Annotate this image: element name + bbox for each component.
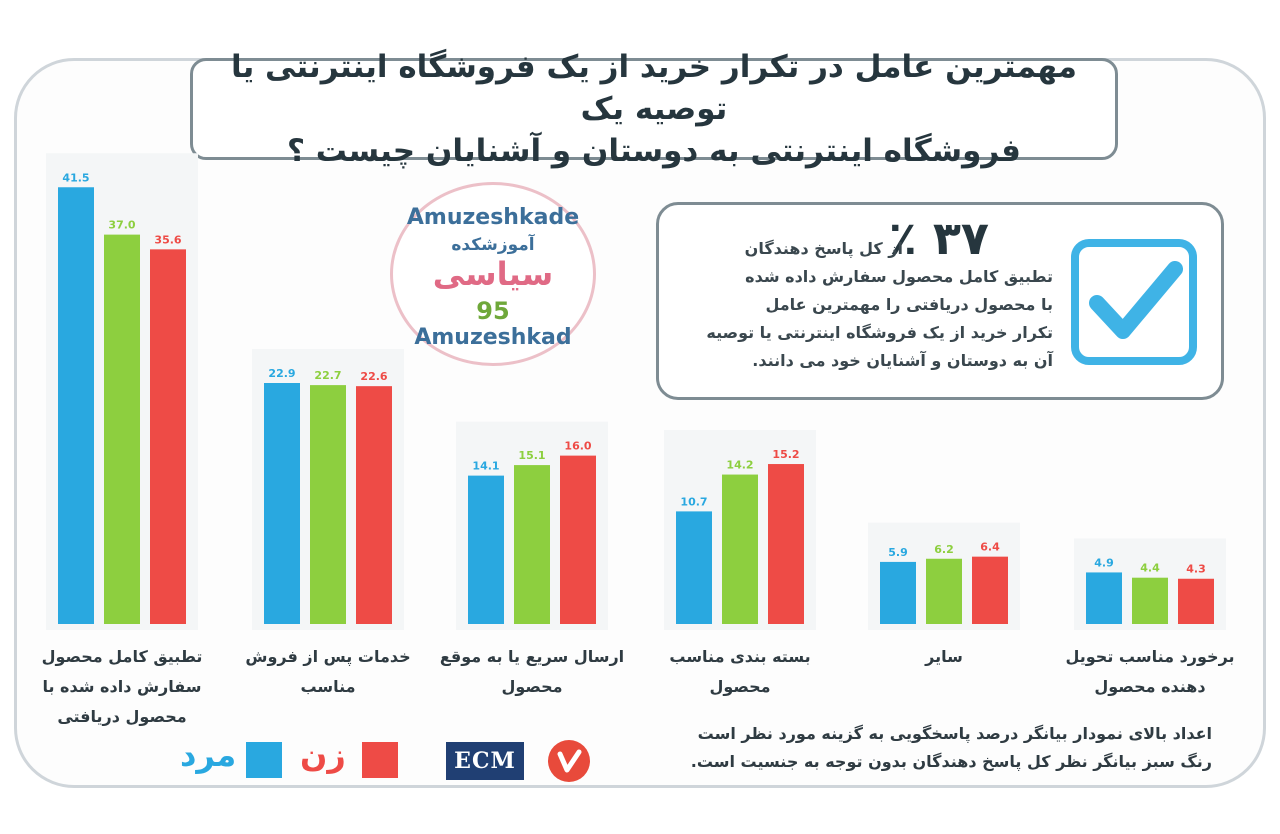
bar-value-label: 5.9	[888, 546, 908, 559]
category-label-line: سایر	[925, 647, 963, 666]
red-circle-logo-icon	[548, 740, 590, 782]
bar-value-label: 4.4	[1140, 562, 1160, 575]
bar	[356, 386, 392, 624]
bar	[1132, 577, 1168, 624]
bar-value-label: 14.2	[726, 459, 753, 472]
bar-value-label: 6.2	[934, 543, 954, 556]
bar	[1178, 578, 1214, 624]
bar	[1086, 572, 1122, 624]
category-label-line: محصول	[501, 677, 563, 696]
checkbox-check-icon	[1071, 239, 1197, 365]
footnote-line-1: اعداد بالای نمودار بیانگر درصد پاسخگویی …	[697, 724, 1212, 743]
watermark-seal: Amuzeshkade آموزشکده سیاسی 95 Amuzeshkad	[390, 182, 596, 366]
footnote-line-2: رنگ سبز بیانگر نظر کل پاسخ دهندگان بدون …	[690, 752, 1212, 771]
watermark-number: 95	[476, 297, 510, 325]
legend-label-female: زن	[300, 736, 346, 774]
category-label: بسته بندی مناسب محصول	[640, 642, 840, 702]
title-line-1: مهمترین عامل در تکرار خرید از یک فروشگاه…	[230, 49, 1078, 127]
bar-value-label: 16.0	[564, 440, 591, 453]
ecm-logo: ECM	[446, 742, 524, 780]
bar-value-label: 37.0	[108, 219, 135, 232]
bar	[722, 474, 758, 624]
watermark-bottom-text: Amuzeshkad	[414, 325, 572, 350]
bar	[468, 475, 504, 624]
bar-value-label: 15.1	[518, 449, 545, 462]
bar-value-label: 4.3	[1186, 563, 1206, 576]
category-label: خدمات پس از فروش مناسب	[228, 642, 428, 702]
category-label-line: محصول دریافتی	[57, 707, 187, 726]
stat-line: با محصول دریافتی را مهمترین عامل	[765, 295, 1053, 314]
bar	[264, 383, 300, 624]
bar-value-label: 14.1	[472, 460, 499, 473]
stat-box: ٣٧ ٪ از کل پاسخ دهندگان تطبیق کامل محصول…	[656, 202, 1224, 400]
category-label-line: ارسال سریع یا به موقع	[439, 647, 625, 666]
category-label-line: تطبیق کامل محصول	[41, 647, 203, 666]
stat-line: آن به دوستان و آشنایان خود می دانند.	[752, 351, 1053, 370]
bar	[150, 249, 186, 624]
bar	[514, 465, 550, 624]
title-line-2: فروشگاه اینترنتی به دوستان و آشنایان چیس…	[287, 133, 1021, 169]
footnote: اعداد بالای نمودار بیانگر درصد پاسخگویی …	[640, 720, 1212, 776]
bar	[58, 187, 94, 624]
category-label-line: خدمات پس از فروش	[245, 647, 411, 666]
bar-value-label: 41.5	[62, 171, 89, 184]
bar-value-label: 4.9	[1094, 556, 1114, 569]
legend-swatch-female	[362, 742, 398, 778]
bar-value-label: 22.7	[314, 369, 341, 382]
stat-line: تکرار خرید از یک فروشگاه اینترنتی یا توص…	[706, 323, 1053, 342]
bar	[310, 385, 346, 624]
watermark-brand-text: سیاسی	[432, 255, 554, 293]
bar	[768, 464, 804, 624]
legend-swatch-male	[246, 742, 282, 778]
category-label: سایر	[844, 642, 1044, 672]
bar-value-label: 22.6	[360, 370, 387, 383]
category-label: ارسال سریع یا به موقع محصول	[432, 642, 632, 702]
stat-percent: ٣٧ ٪	[888, 211, 989, 265]
category-label-line: دهنده محصول	[1094, 677, 1206, 696]
bar-value-label: 6.4	[980, 541, 1000, 554]
stat-line: از کل پاسخ دهندگان	[744, 239, 903, 258]
bar	[880, 561, 916, 624]
watermark-top-text: Amuzeshkade	[406, 205, 580, 230]
category-label: برخورد مناسب تحویل دهنده محصول	[1050, 642, 1250, 702]
stat-text: از کل پاسخ دهندگان تطبیق کامل محصول سفار…	[673, 235, 1053, 375]
legend-label-male: مرد	[180, 736, 237, 774]
bar-value-label: 35.6	[154, 233, 181, 246]
bar-value-label: 22.9	[268, 367, 295, 380]
category-label: تطبیق کامل محصول سفارش داده شده با محصول د…	[22, 642, 222, 732]
bar	[972, 556, 1008, 624]
bar	[560, 455, 596, 624]
bar	[676, 511, 712, 624]
bar	[104, 234, 140, 624]
category-label-line: برخورد مناسب تحویل	[1065, 647, 1235, 666]
stat-line: تطبیق کامل محصول سفارش داده شده	[745, 267, 1053, 286]
watermark-persian-text: آموزشکده	[451, 235, 535, 255]
title-box: مهمترین عامل در تکرار خرید از یک فروشگاه…	[190, 49, 1118, 169]
infographic-frame	[14, 58, 1266, 788]
category-label-line: سفارش داده شده با	[42, 677, 202, 696]
category-label-line: مناسب	[300, 677, 356, 696]
bar	[926, 558, 962, 624]
bar-value-label: 10.7	[680, 495, 707, 508]
category-label-line: بسته بندی مناسب محصول	[669, 647, 811, 696]
bar-value-label: 15.2	[772, 448, 799, 461]
